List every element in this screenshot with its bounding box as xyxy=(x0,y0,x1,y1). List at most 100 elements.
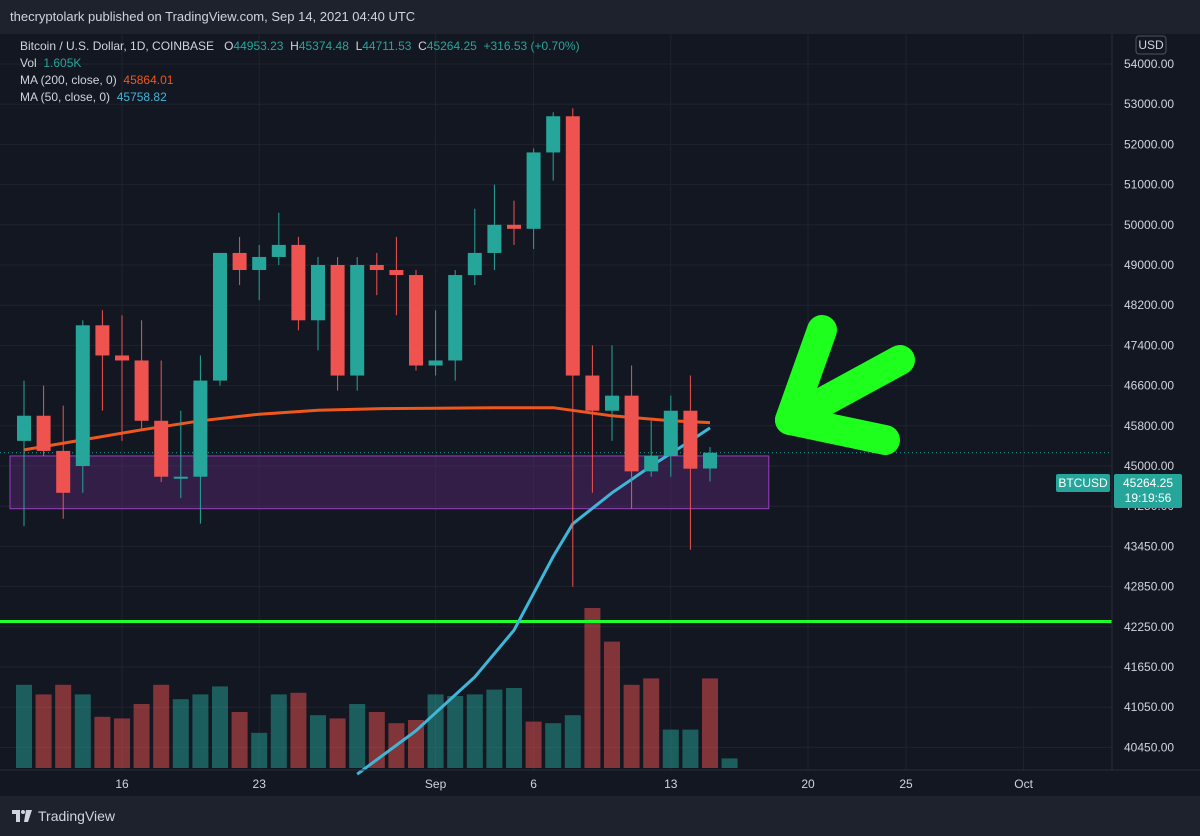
volume-bar xyxy=(427,694,444,768)
candle xyxy=(565,108,580,587)
candle-body xyxy=(467,252,482,276)
time-axis[interactable]: 16 23 Sep 6 13 20 25 Oct xyxy=(115,777,1033,791)
candle-body xyxy=(56,450,71,493)
volume-bar xyxy=(192,694,209,768)
candle xyxy=(389,236,404,316)
candle xyxy=(252,244,267,301)
candle xyxy=(369,252,384,296)
low-value: 44711.53 xyxy=(362,39,412,53)
candle-body xyxy=(291,244,306,321)
price-tick-label: 43450.00 xyxy=(1124,539,1174,553)
symbol-title[interactable]: Bitcoin / U.S. Dollar, 1D, COINBASE xyxy=(20,39,215,53)
legend-vol-row[interactable]: Vol 1.605K xyxy=(20,55,580,72)
candle xyxy=(624,365,639,509)
currency-badge[interactable]: USD xyxy=(1135,35,1167,55)
candle xyxy=(232,236,247,286)
candle xyxy=(173,410,188,499)
candle-body xyxy=(252,256,267,271)
low-label: L xyxy=(355,39,363,53)
price-tick-label: 51000.00 xyxy=(1124,178,1174,192)
vol-value: 1.605K xyxy=(43,56,82,70)
ma50-label: MA (50, close, 0) xyxy=(20,90,111,104)
candle xyxy=(95,310,110,411)
candle-body xyxy=(311,265,325,321)
price-axis: 54000.00 53000.00 52000.00 51000.00 50000.00… xyxy=(1124,57,1174,754)
candle-body xyxy=(683,410,698,469)
price-tick-label: 46600.00 xyxy=(1124,379,1174,393)
candle-body xyxy=(330,265,345,376)
volume-bars xyxy=(16,608,738,768)
price-tick-label: 45000.00 xyxy=(1124,459,1174,473)
grid xyxy=(0,34,1112,770)
tradingview-logo-icon xyxy=(12,810,32,822)
volume-bar xyxy=(662,729,679,768)
candle xyxy=(644,420,659,477)
candle xyxy=(154,360,169,483)
time-tick-label: Oct xyxy=(1014,777,1033,791)
volume-bar xyxy=(290,692,307,768)
price-axis-bg[interactable] xyxy=(1112,34,1200,770)
legend-ohlc-row: Bitcoin / U.S. Dollar, 1D, COINBASE O449… xyxy=(20,38,580,55)
candle-body xyxy=(350,265,365,376)
close-value: 45264.25 xyxy=(426,39,477,53)
time-tick-label: 25 xyxy=(899,777,913,791)
volume-bar xyxy=(604,641,620,768)
volume-bar xyxy=(721,758,738,768)
legend: Bitcoin / U.S. Dollar, 1D, COINBASE O449… xyxy=(20,38,580,106)
price-tick-label: 54000.00 xyxy=(1124,57,1174,71)
candle xyxy=(134,320,149,431)
price-tick-label: 40450.00 xyxy=(1124,740,1174,754)
candle xyxy=(193,355,208,524)
candle xyxy=(487,184,502,271)
price-tick-label: 42250.00 xyxy=(1124,620,1174,634)
price-tick-label: 52000.00 xyxy=(1124,137,1174,151)
price-tick-label: 48200.00 xyxy=(1124,298,1174,312)
candle xyxy=(213,252,227,386)
close-label: C xyxy=(418,39,427,53)
currency-label: USD xyxy=(1138,38,1164,52)
price-tick-label: 47400.00 xyxy=(1124,338,1174,352)
candle xyxy=(56,405,71,519)
time-tick-label: Sep xyxy=(425,777,447,791)
publisher-bar: thecryptolark published on TradingView.c… xyxy=(0,0,1200,34)
candle-body xyxy=(448,275,463,361)
candle xyxy=(663,395,678,477)
price-tick-label: 50000.00 xyxy=(1124,218,1174,232)
candle-body xyxy=(526,152,541,229)
symbol-tag-text: BTCUSD xyxy=(1058,476,1108,490)
green-arrow-annotation xyxy=(775,315,915,455)
candle xyxy=(585,345,600,493)
candle-body xyxy=(703,452,717,469)
chart-area[interactable]: 54000.00 53000.00 52000.00 51000.00 50000.00… xyxy=(0,34,1200,796)
volume-bar xyxy=(564,715,581,768)
volume-bar xyxy=(310,715,326,768)
candle xyxy=(605,345,619,441)
candle-body xyxy=(369,265,384,271)
legend-ma200-row[interactable]: MA (200, close, 0) 45864.01 xyxy=(20,72,580,89)
volume-bar xyxy=(172,699,189,768)
candle xyxy=(428,310,443,376)
symbol-tag: BTCUSD xyxy=(1056,474,1110,492)
volume-bar xyxy=(251,732,268,768)
candle xyxy=(115,315,129,441)
candle-body xyxy=(389,270,404,276)
legend-ma50-row[interactable]: MA (50, close, 0) 45758.82 xyxy=(20,89,580,106)
candle xyxy=(409,270,423,371)
candle xyxy=(330,256,345,391)
price-tick-label: 41650.00 xyxy=(1124,660,1174,674)
candle xyxy=(467,208,482,286)
candle-body xyxy=(232,252,247,271)
change-value: +316.53 (+0.70%) xyxy=(483,39,580,53)
candle-body xyxy=(546,116,561,153)
candle xyxy=(311,256,325,351)
candle xyxy=(36,385,51,456)
volume-bar xyxy=(133,704,150,768)
candle-body xyxy=(409,275,423,366)
candle-body xyxy=(565,116,580,376)
candle-body xyxy=(75,325,90,466)
open-label: O xyxy=(224,39,234,53)
high-label: H xyxy=(290,39,299,53)
tradingview-logo[interactable]: TradingView xyxy=(12,808,115,824)
candle xyxy=(75,320,90,493)
candle xyxy=(526,148,541,249)
